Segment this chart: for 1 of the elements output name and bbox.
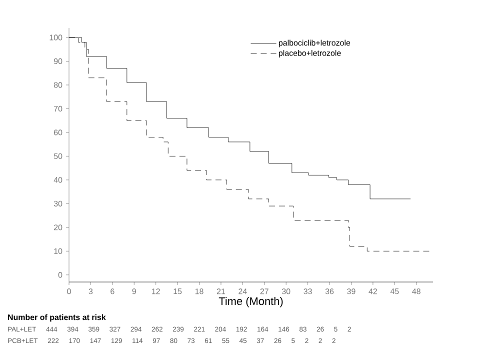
x-axis-title: Time (Month): [218, 297, 283, 308]
